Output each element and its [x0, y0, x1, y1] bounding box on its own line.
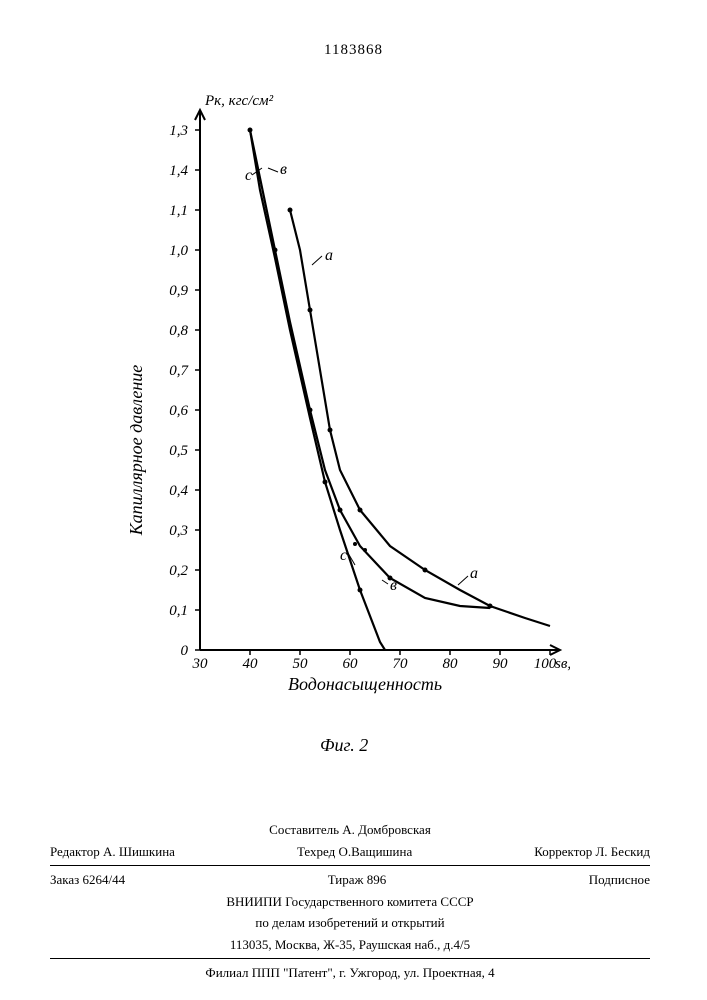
address2-line: Филиал ППП "Патент", г. Ужгород, ул. Про… — [50, 963, 650, 983]
page-number: 1183868 — [324, 42, 383, 59]
svg-text:90: 90 — [493, 656, 509, 672]
y-ticks: 0 0,1 0,2 0,3 0,4 0,5 0,6 0,7 0,8 0,9 1,… — [169, 123, 200, 659]
svg-text:0,6: 0,6 — [169, 403, 188, 419]
org1-line: ВНИИПИ Государственного комитета СССР — [50, 892, 650, 912]
tirazh-text: Тираж 896 — [328, 870, 387, 890]
figure-label: Фиг. 2 — [320, 735, 368, 756]
svg-text:1,1: 1,1 — [169, 203, 188, 219]
svg-text:70: 70 — [393, 656, 409, 672]
corrector-text: Корректор Л. Бескид — [534, 842, 650, 862]
svg-text:0,9: 0,9 — [169, 283, 188, 299]
editor-text: Редактор А. Шишкина — [50, 842, 175, 862]
svg-text:100: 100 — [534, 656, 557, 672]
svg-text:a: a — [470, 565, 478, 582]
svg-text:в: в — [390, 577, 397, 594]
y-axis-label: Капиллярное давление — [130, 365, 146, 537]
svg-text:1,3: 1,3 — [169, 123, 188, 139]
curve-a — [290, 210, 550, 626]
svg-text:40: 40 — [243, 656, 259, 672]
svg-text:1,0: 1,0 — [169, 243, 188, 259]
x-axis-unit: sв,% — [555, 656, 570, 672]
y-axis-unit: Pк, кгс/см² — [204, 93, 274, 109]
svg-text:0,2: 0,2 — [169, 563, 188, 579]
x-ticks: 30 40 50 60 70 80 90 100 — [192, 650, 557, 672]
svg-text:0,4: 0,4 — [169, 483, 188, 499]
svg-text:с: с — [245, 167, 252, 184]
svg-text:с: с — [340, 547, 347, 564]
subscription-text: Подписное — [589, 870, 650, 890]
capillary-pressure-chart: 0 0,1 0,2 0,3 0,4 0,5 0,6 0,7 0,8 0,9 1,… — [130, 90, 570, 730]
svg-text:60: 60 — [343, 656, 359, 672]
x-axis-label: Водонасыщенность — [288, 674, 442, 694]
curve-labels: с в a с в a — [245, 161, 478, 594]
svg-text:a: a — [325, 247, 333, 264]
data-markers — [248, 128, 493, 609]
svg-text:0: 0 — [181, 643, 189, 659]
credits-row: Редактор А. Шишкина Техред О.Ващишина Ко… — [50, 842, 650, 862]
svg-text:50: 50 — [293, 656, 309, 672]
divider-1 — [50, 865, 650, 866]
svg-text:0,8: 0,8 — [169, 323, 188, 339]
compiler-line: Составитель А. Домбровская — [50, 820, 650, 840]
chart-svg: 0 0,1 0,2 0,3 0,4 0,5 0,6 0,7 0,8 0,9 1,… — [130, 90, 570, 730]
svg-text:30: 30 — [192, 656, 209, 672]
order-row: Заказ 6264/44 Тираж 896 Подписное — [50, 870, 650, 890]
svg-text:0,1: 0,1 — [169, 603, 188, 619]
svg-text:0,7: 0,7 — [169, 363, 189, 379]
org2-line: по делам изобретений и открытий — [50, 913, 650, 933]
svg-text:в: в — [280, 161, 287, 178]
techred-text: Техред О.Ващишина — [297, 842, 412, 862]
svg-text:0,3: 0,3 — [169, 523, 188, 539]
curve-c — [250, 130, 385, 650]
order-text: Заказ 6264/44 — [50, 870, 125, 890]
divider-2 — [50, 958, 650, 959]
curve-b — [250, 130, 490, 608]
address1-line: 113035, Москва, Ж-35, Раушская наб., д.4… — [50, 935, 650, 955]
footer-block: Составитель А. Домбровская Редактор А. Ш… — [50, 820, 650, 985]
svg-text:80: 80 — [443, 656, 459, 672]
svg-text:0,5: 0,5 — [169, 443, 188, 459]
svg-text:1,4: 1,4 — [169, 163, 188, 179]
